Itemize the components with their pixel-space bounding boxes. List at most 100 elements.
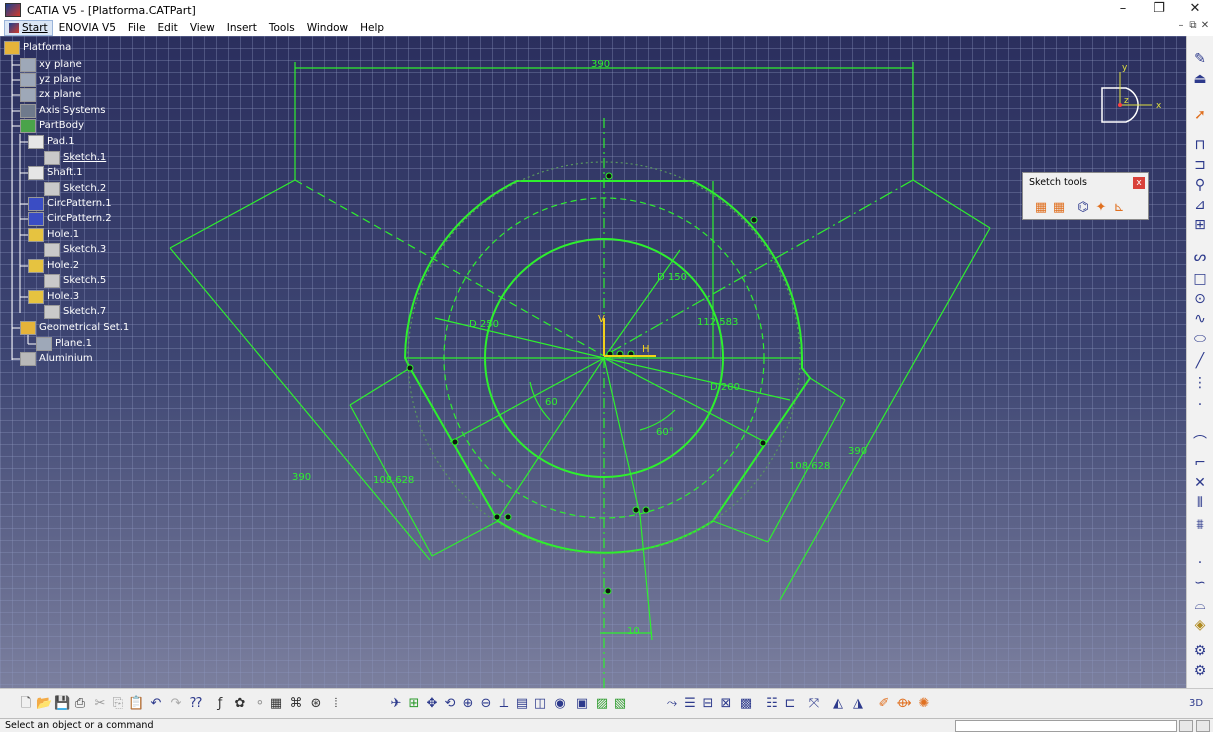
dim-top-390[interactable]: 390 bbox=[591, 59, 610, 70]
construction-element-icon[interactable]: ⌬ bbox=[1077, 200, 1089, 215]
minimize-button[interactable]: – bbox=[1119, 1, 1127, 16]
cut-part-icon[interactable]: ⚙ bbox=[1193, 643, 1207, 659]
copy-icon[interactable]: ⎘ bbox=[112, 696, 124, 711]
tree-item-partbody[interactable]: PartBody bbox=[20, 118, 84, 133]
measure-icon[interactable]: ⊟ bbox=[702, 696, 714, 711]
doc-restore-button[interactable]: ⧉ bbox=[1189, 20, 1197, 31]
pan-icon[interactable]: ✥ bbox=[426, 696, 438, 711]
paste-icon[interactable]: 📋 bbox=[128, 696, 145, 711]
dim-d200[interactable]: D 200 bbox=[710, 382, 740, 393]
tree-item-yz-plane[interactable]: yz plane bbox=[20, 72, 81, 87]
spline-icon[interactable]: ∿ bbox=[1194, 311, 1206, 327]
tree-item-sketch-2[interactable]: Sketch.2 bbox=[44, 181, 106, 196]
fly-mode-icon[interactable]: ✈ bbox=[390, 696, 402, 711]
inertia-icon[interactable]: ▩ bbox=[739, 696, 753, 711]
new-file-icon[interactable]: 🗋 bbox=[20, 696, 32, 711]
connect-icon[interactable]: ∽ bbox=[1194, 575, 1206, 591]
contact-constraint-icon[interactable]: ⊐ bbox=[1194, 157, 1206, 173]
cut-plane-icon[interactable]: ▧ bbox=[613, 696, 627, 711]
mirror-icon[interactable]: ⫴ bbox=[1197, 495, 1203, 511]
dim-bottom-10[interactable]: 10 bbox=[627, 626, 640, 637]
fit-all-icon[interactable]: ⊞ bbox=[408, 696, 420, 711]
tree-item-hole-2[interactable]: Hole.2 bbox=[28, 258, 79, 273]
undo-icon[interactable]: ↶ bbox=[150, 696, 162, 711]
shading-icon[interactable]: ◉ bbox=[554, 696, 566, 711]
menu-insert[interactable]: Insert bbox=[226, 22, 257, 34]
print-icon[interactable]: ⎙ bbox=[74, 696, 86, 711]
command-history-button[interactable] bbox=[1196, 720, 1210, 732]
open-file-icon[interactable]: 📂 bbox=[36, 696, 53, 711]
update-icon[interactable]: ⤳ bbox=[666, 696, 678, 711]
hide-icon[interactable]: ▣ bbox=[575, 696, 589, 711]
snap-to-point-icon[interactable]: ▦ bbox=[1052, 200, 1066, 215]
tree-item-xy-plane[interactable]: xy plane bbox=[20, 57, 82, 72]
sketch-analysis-icon[interactable]: ◈ bbox=[1194, 617, 1206, 633]
positioned-sketch-icon[interactable]: ⟴ bbox=[896, 696, 912, 711]
tree-item-platforma[interactable]: Platforma bbox=[4, 40, 71, 55]
line-icon[interactable]: ╱ bbox=[1195, 353, 1205, 369]
sketch-viewport[interactable] bbox=[0, 36, 1186, 688]
knowledge-icon[interactable]: ✿ bbox=[234, 696, 246, 711]
visualization-icon[interactable]: ⚙ bbox=[1193, 663, 1207, 679]
normal-view-icon[interactable]: ⟂ bbox=[499, 696, 509, 711]
cut-icon[interactable]: ✂ bbox=[94, 696, 106, 711]
dim-d150[interactable]: D 150 bbox=[657, 272, 687, 283]
list-icon[interactable]: ☰ bbox=[684, 696, 696, 711]
chamfer-icon[interactable]: ⌐ bbox=[1194, 455, 1206, 471]
dim-angle-60[interactable]: 60 bbox=[545, 397, 558, 408]
tree-item-plane-1[interactable]: Plane.1 bbox=[36, 336, 92, 351]
output-feature-icon[interactable]: ✺ bbox=[918, 696, 930, 711]
command-input[interactable] bbox=[955, 720, 1177, 732]
fix-icon[interactable]: ⚲ bbox=[1194, 177, 1206, 193]
formula-icon[interactable]: ƒ bbox=[217, 696, 223, 711]
ellipse-icon[interactable]: ⬭ bbox=[1194, 331, 1206, 347]
sketch-icon[interactable]: ✐ bbox=[878, 696, 890, 711]
scan-icon[interactable]: ⊏ bbox=[784, 696, 796, 711]
restore-button[interactable]: ❐ bbox=[1153, 1, 1165, 16]
select-arrow-icon[interactable]: ➚ bbox=[1194, 107, 1206, 123]
doc-minimize-button[interactable]: – bbox=[1178, 20, 1184, 31]
tree-item-zx-plane[interactable]: zx plane bbox=[20, 87, 81, 102]
power-input-button[interactable] bbox=[1179, 720, 1193, 732]
sketch-select-icon[interactable]: ⤧ bbox=[808, 696, 820, 711]
multi-view-icon[interactable]: ▤ bbox=[515, 696, 529, 711]
sketcher-icon[interactable]: ✎ bbox=[1194, 51, 1206, 67]
tree-item-aluminium[interactable]: Aluminium bbox=[20, 351, 93, 366]
edit-multi-constraint-icon[interactable]: ⊞ bbox=[1194, 217, 1206, 233]
menu-enovia[interactable]: ENOVIA V5 bbox=[58, 22, 116, 34]
tree-item-sketch-3[interactable]: Sketch.3 bbox=[44, 242, 106, 257]
tree-item-pad-1[interactable]: Pad.1 bbox=[28, 134, 75, 149]
tree-item-hole-1[interactable]: Hole.1 bbox=[28, 227, 79, 242]
corner-icon[interactable]: ⌒ bbox=[1193, 435, 1207, 451]
close-button[interactable]: ✕ bbox=[1189, 1, 1201, 16]
constraint-icon[interactable]: ⊓ bbox=[1194, 137, 1206, 153]
dim-angle-60-deg[interactable]: 60° bbox=[656, 427, 674, 438]
align-icon[interactable]: ☷ bbox=[766, 696, 778, 711]
dim-108-left[interactable]: 108.628 bbox=[373, 475, 414, 486]
quick-view-icon[interactable]: ◫ bbox=[533, 696, 547, 711]
compass-widget[interactable]: y x z bbox=[1090, 60, 1170, 130]
tools-icon[interactable]: ⚬ bbox=[254, 696, 266, 711]
point-tool-icon[interactable]: · bbox=[1197, 555, 1203, 571]
point-icon[interactable]: · bbox=[1197, 397, 1203, 413]
redo-icon[interactable]: ↷ bbox=[170, 696, 182, 711]
sketch-tools-close-button[interactable]: x bbox=[1133, 177, 1145, 189]
dim-108-right[interactable]: 108.628 bbox=[789, 461, 830, 472]
menu-edit[interactable]: Edit bbox=[157, 22, 178, 34]
tree-item-circpattern-2[interactable]: CircPattern.2 bbox=[28, 211, 112, 226]
grid-display-icon[interactable]: ▦ bbox=[269, 696, 283, 711]
part-design-icon[interactable]: ◭ bbox=[833, 696, 843, 711]
dim-390-right[interactable]: 390 bbox=[848, 446, 867, 457]
axis-icon[interactable]: ⋮ bbox=[1193, 375, 1207, 391]
tree-item-sketch-5[interactable]: Sketch.5 bbox=[44, 273, 106, 288]
tree-item-circpattern-1[interactable]: CircPattern.1 bbox=[28, 196, 112, 211]
menu-help[interactable]: Help bbox=[360, 22, 385, 34]
catia-app-icon[interactable] bbox=[5, 3, 21, 17]
menu-tools[interactable]: Tools bbox=[268, 22, 295, 34]
profile-icon[interactable]: ᔕ bbox=[1193, 249, 1207, 265]
sketch-tools-toolbar[interactable]: Sketch tools x ▦ ▦ ⌬ ✦ ⊾ bbox=[1022, 172, 1149, 220]
offset-icon[interactable]: ⌓ bbox=[1194, 597, 1206, 613]
dim-112-583[interactable]: 112.583 bbox=[697, 317, 738, 328]
measure-item-icon[interactable]: ⊠ bbox=[720, 696, 732, 711]
rectangle-icon[interactable]: □ bbox=[1193, 271, 1207, 287]
